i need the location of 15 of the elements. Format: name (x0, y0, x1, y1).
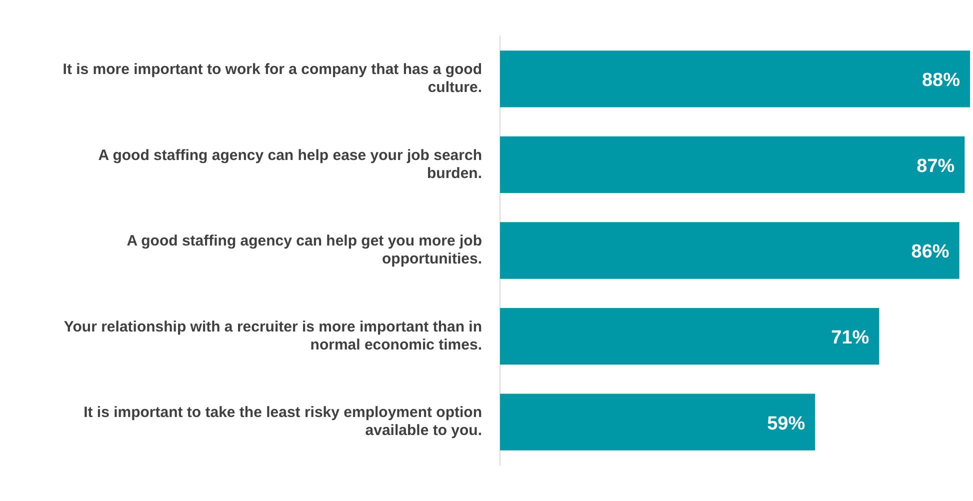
data-label: 86% (911, 242, 950, 263)
y-tick-label: It is more important to work for a company that has a good culture. (62, 61, 482, 96)
data-label: 87% (916, 156, 955, 177)
bar (500, 308, 880, 365)
data-label: 88% (922, 70, 960, 92)
y-tick-label: A good staffing agency can help ease your job search burden. (98, 146, 482, 182)
bar (500, 50, 970, 108)
y-tick-label: It is important to take the least risky employment option available to you. (84, 404, 482, 440)
bar (500, 136, 965, 194)
data-label: 71% (831, 328, 870, 349)
bar (500, 222, 960, 279)
bar (500, 394, 816, 450)
data-label: 59% (767, 413, 806, 434)
y-tick-label: Your relationship with a recruiter is more important than in normal economic times. (64, 318, 482, 354)
y-tick-label: A good staffing agency can help get you more job opportunities. (126, 232, 482, 268)
